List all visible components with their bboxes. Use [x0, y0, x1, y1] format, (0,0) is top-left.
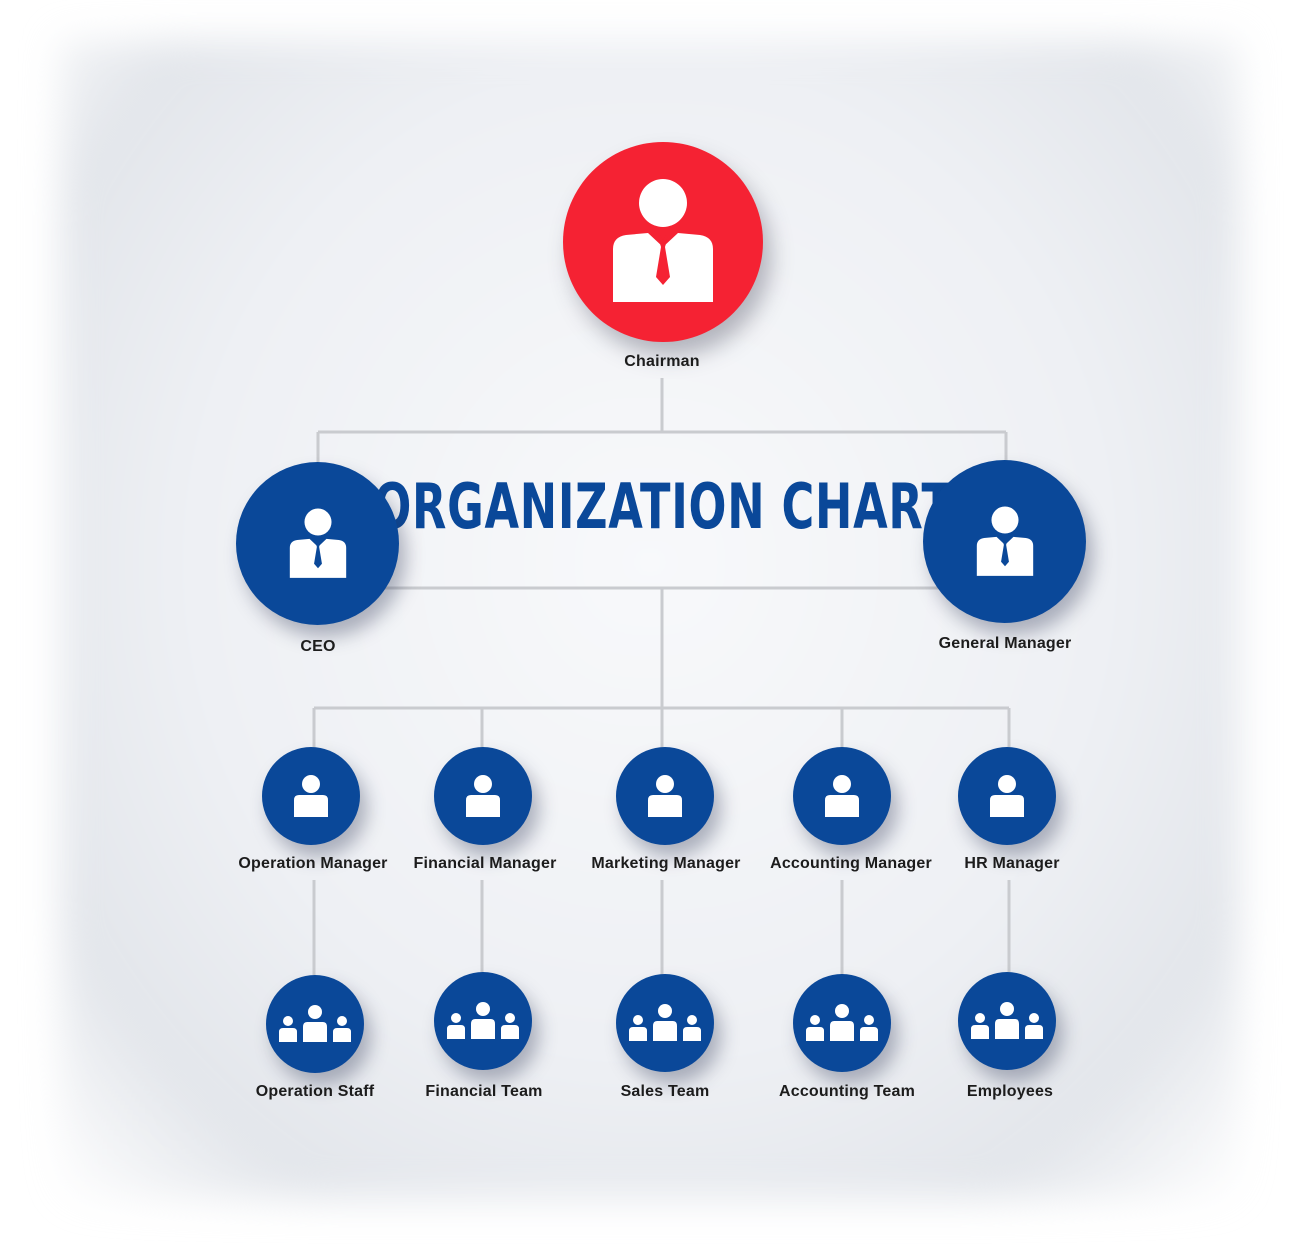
manager-label-hr: HR Manager: [964, 855, 1060, 872]
chairman-node: [563, 142, 763, 342]
person-icon: [466, 775, 500, 817]
executive-icon: [289, 507, 346, 578]
person-icon: [648, 775, 682, 817]
general-manager-node: [923, 460, 1086, 623]
manager-label-financial: Financial Manager: [413, 855, 557, 872]
group-icon: [629, 1004, 701, 1041]
team-node-sales: [616, 974, 714, 1072]
group-icon: [279, 1005, 351, 1042]
person-icon: [990, 775, 1024, 817]
manager-label-marketing: Marketing Manager: [591, 855, 741, 872]
manager-node-hr: [958, 747, 1056, 845]
team-node-operation: [266, 975, 364, 1073]
group-icon: [447, 1002, 519, 1039]
team-node-accounting: [793, 974, 891, 1072]
group-icon: [806, 1004, 878, 1041]
manager-node-financial: [434, 747, 532, 845]
team-node-financial: [434, 972, 532, 1070]
team-label-sales: Sales Team: [620, 1083, 710, 1100]
manager-node-accounting: [793, 747, 891, 845]
chairman-label: Chairman: [624, 353, 700, 370]
general-manager-label: General Manager: [938, 635, 1072, 652]
team-label-operation: Operation Staff: [255, 1083, 375, 1100]
manager-node-operation: [262, 747, 360, 845]
chart-title: ORGANIZATION CHART: [373, 470, 953, 543]
executive-icon: [613, 179, 713, 302]
person-icon: [294, 775, 328, 817]
team-label-financial: Financial Team: [425, 1083, 543, 1100]
manager-node-marketing: [616, 747, 714, 845]
ceo-label: CEO: [300, 638, 336, 655]
team-label-accounting: Accounting Team: [778, 1083, 916, 1100]
team-label-employees: Employees: [966, 1083, 1054, 1100]
group-icon: [971, 1002, 1043, 1039]
executive-icon: [976, 505, 1033, 576]
team-node-employees: [958, 972, 1056, 1070]
ceo-node: [236, 462, 399, 625]
manager-label-operation: Operation Manager: [238, 855, 388, 872]
person-icon: [825, 775, 859, 817]
manager-label-accounting: Accounting Manager: [770, 855, 932, 872]
